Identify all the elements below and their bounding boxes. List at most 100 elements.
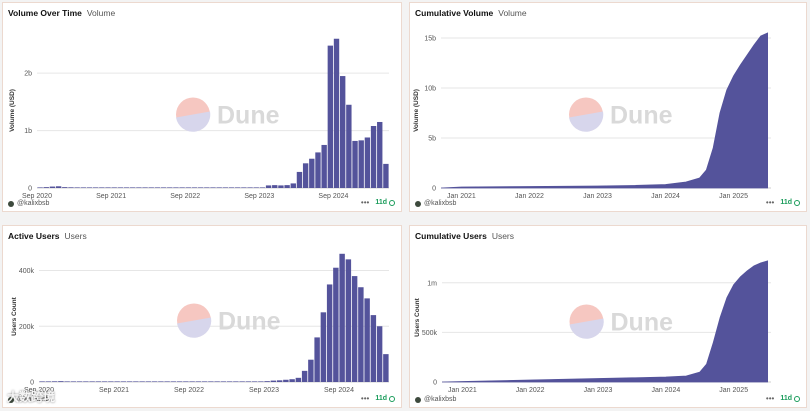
author-handle: @kalixbsb xyxy=(17,396,50,403)
panel-footer-right: ••• 11d xyxy=(766,198,800,207)
panel-header: Volume Over Time Volume xyxy=(8,8,115,18)
more-options-icon[interactable]: ••• xyxy=(765,198,775,207)
bar xyxy=(245,381,252,382)
bar xyxy=(191,187,198,188)
author-link[interactable]: @kalixbsb xyxy=(8,396,49,403)
more-options-icon[interactable]: ••• xyxy=(360,394,370,403)
bar xyxy=(295,377,302,382)
bar xyxy=(216,187,222,188)
bar xyxy=(55,186,62,188)
bar xyxy=(358,140,364,188)
bar xyxy=(37,187,43,188)
bar xyxy=(117,187,124,188)
avatar xyxy=(8,396,14,403)
refresh-age-badge[interactable]: 11d xyxy=(780,199,800,206)
bar xyxy=(226,381,233,382)
author-link[interactable]: @kalixbsb xyxy=(415,396,456,403)
refresh-age-badge[interactable]: 11d xyxy=(375,199,395,206)
bar xyxy=(130,187,136,188)
bar xyxy=(352,140,358,188)
bar xyxy=(265,185,272,188)
bar xyxy=(253,187,259,188)
bar xyxy=(39,381,45,382)
panel-volume-over-time: Volume Over Time Volume 0 1b 2b Volume (USD)… xyxy=(2,2,402,212)
bar xyxy=(339,253,345,382)
refresh-age-badge[interactable]: 11d xyxy=(375,395,395,402)
author-link[interactable]: @kalixbsb xyxy=(415,200,456,207)
bar xyxy=(289,379,295,382)
dune-logo-swirl xyxy=(569,111,604,132)
bar xyxy=(327,45,334,188)
bar xyxy=(74,187,80,188)
bar xyxy=(62,187,68,188)
more-options-icon[interactable]: ••• xyxy=(765,394,775,403)
bar xyxy=(197,187,204,188)
panel-subtitle: Volume xyxy=(86,8,116,18)
bar xyxy=(214,381,220,382)
bar xyxy=(89,381,95,382)
watermark-text: 大数跨境 xyxy=(7,390,56,404)
x-tick-label: Sep 2021 xyxy=(96,193,126,200)
panel-footer-right: ••• 11d xyxy=(766,394,800,403)
x-tick-label: Sep 2023 xyxy=(249,387,279,394)
bar xyxy=(195,381,202,382)
bar xyxy=(76,381,83,382)
x-tick-label: Sep 2022 xyxy=(170,193,200,200)
y-tick-label: 500k xyxy=(422,330,438,337)
y-tick-label: 1b xyxy=(24,128,32,135)
panel-subtitle: Users xyxy=(491,231,515,241)
bar xyxy=(264,381,270,382)
bar xyxy=(276,380,283,382)
bar xyxy=(302,163,309,188)
dune-logo: Dune xyxy=(176,97,280,132)
bar xyxy=(45,381,52,382)
refresh-age-badge[interactable]: 11d xyxy=(780,395,800,402)
y-axis-label: Users Count xyxy=(11,296,18,335)
panel-cumulative-users: Cumulative Users Users 0 500k 1m Users Count… xyxy=(409,225,807,408)
x-tick-label: Sep 2022 xyxy=(174,387,204,394)
bar xyxy=(105,187,111,188)
x-tick-label: Jan 2023 xyxy=(583,193,612,200)
x-tick-label: Sep 2024 xyxy=(324,387,354,394)
panel-cumulative-volume: Cumulative Volume Volume 0 5b 10b 15b Volume … xyxy=(409,2,807,212)
panel-footer-right: ••• 11d xyxy=(361,394,395,403)
more-options-icon[interactable]: ••• xyxy=(360,198,370,207)
y-tick-label: 0 xyxy=(28,186,32,193)
x-tick-label: Jan 2025 xyxy=(719,193,748,200)
bar xyxy=(301,370,308,382)
panel-title: Cumulative Volume xyxy=(415,8,494,18)
bar xyxy=(314,337,320,382)
active-users-chart: 0 200k 400k Users Count Dune Sep 2020 Sep 2021… xyxy=(11,253,389,394)
bar xyxy=(133,381,139,382)
bar xyxy=(290,183,296,188)
bar xyxy=(370,315,377,382)
bar xyxy=(208,381,214,382)
author-handle: @kalixbsb xyxy=(424,396,457,403)
panel-subtitle: Volume xyxy=(498,8,527,18)
bar xyxy=(258,381,264,382)
dune-logo-swirl xyxy=(176,111,211,132)
bar xyxy=(49,186,56,188)
bar xyxy=(222,187,229,188)
bar xyxy=(376,326,383,382)
bar xyxy=(308,359,314,382)
dune-logo: Dune xyxy=(569,97,673,132)
bar xyxy=(83,381,89,382)
bar xyxy=(364,137,371,188)
y-axis-label: Volume (USD) xyxy=(413,89,420,132)
bar xyxy=(164,381,170,382)
bar xyxy=(239,381,245,382)
x-tick-label: Jan 2023 xyxy=(584,387,613,394)
dune-logo-text: Dune xyxy=(610,102,673,130)
y-tick-label: 10b xyxy=(424,86,436,93)
bar xyxy=(326,284,333,382)
bar xyxy=(241,187,247,188)
bar xyxy=(95,381,102,382)
author-link[interactable]: @kalixbsb xyxy=(8,200,49,207)
x-tick-label: Jan 2024 xyxy=(651,387,680,394)
bar xyxy=(235,187,241,188)
dune-logo-swirl xyxy=(177,317,212,338)
y-tick-label: 200k xyxy=(19,324,35,331)
bar xyxy=(296,171,303,188)
